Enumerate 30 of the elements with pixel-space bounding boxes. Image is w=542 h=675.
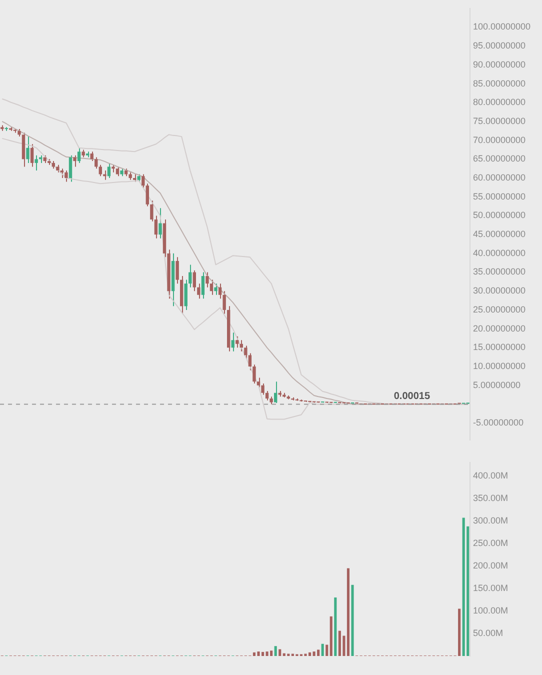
y-tick-label: 95.00000000 <box>473 40 526 51</box>
y-tick-label: 30.00000000 <box>473 286 526 296</box>
y-tick-label: 5.00000000 <box>473 380 521 390</box>
y-tick-label: 25.00000000 <box>473 304 526 314</box>
y-tick-label: 15.00000000 <box>473 342 526 352</box>
y-tick-label: 350.00M <box>473 492 508 503</box>
y-tick-label: 100.00M <box>473 605 508 616</box>
y-tick-label: 100.00000000 <box>473 22 531 32</box>
y-tick-label: 50.00000000 <box>473 210 526 220</box>
y-tick-label: 20.00000000 <box>473 323 526 334</box>
y-tick-label: 400.00M <box>473 470 508 480</box>
y-tick-label: 80.00000000 <box>473 97 526 108</box>
y-tick-label: 65.00000000 <box>473 154 526 164</box>
y-tick-label: 90.00000000 <box>473 59 526 70</box>
y-tick-label: 40.00000000 <box>473 248 526 258</box>
y-tick-label: 300.00M <box>473 515 508 526</box>
y-tick-label: 45.00000000 <box>473 229 526 240</box>
y-tick-label: 85.00000000 <box>473 78 526 88</box>
y-tick-label: 250.00M <box>473 538 508 548</box>
y-tick-label: 35.00000000 <box>473 266 526 277</box>
y-tick-label: 150.00M <box>473 582 508 593</box>
ref-line-label: 0.00015 <box>394 390 430 402</box>
y-tick-label: 50.00M <box>473 628 504 638</box>
y-tick-label: -5.00000000 <box>473 418 524 428</box>
y-tick-label: 55.00000000 <box>473 191 526 202</box>
y-tick-label: 75.00000000 <box>473 116 526 126</box>
y-tick-label: 60.00000000 <box>473 172 526 183</box>
y-tick-label: 70.00000000 <box>473 134 526 145</box>
y-tick-label: 10.00000000 <box>473 360 526 371</box>
y-tick-label: 200.00M <box>473 560 508 570</box>
